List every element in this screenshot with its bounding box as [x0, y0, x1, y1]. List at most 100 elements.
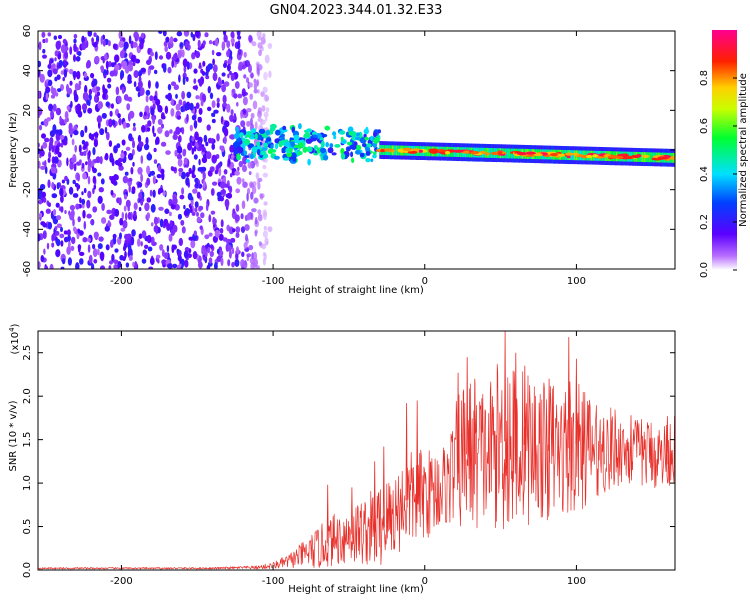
spectrogram-noise-cell — [81, 41, 87, 51]
spectrogram-noise-cell — [97, 101, 103, 110]
spectrogram-noise-cell — [166, 245, 170, 253]
spectrogram-noise-cell — [216, 102, 220, 108]
spectrogram-noise-cell — [145, 136, 149, 145]
spectrogram-noise-cell — [47, 69, 53, 78]
spectrogram-noise-cell — [178, 237, 183, 247]
spectrogram-peak-cell — [669, 156, 675, 160]
spectrogram-noise-cell — [263, 71, 268, 81]
snr-series-line — [38, 363, 675, 570]
spectrogram-noise-cell — [232, 228, 236, 233]
spectrogram-noise-cell — [68, 122, 73, 132]
spectrogram-noise-cell — [42, 230, 47, 240]
spectrogram-noise-cell — [209, 244, 214, 250]
spectrogram-noise-cell — [214, 169, 219, 175]
spectrogram-noise-cell — [158, 105, 163, 113]
spectrogram-noise-cell — [257, 36, 263, 41]
spectrogram-noise-cell — [60, 195, 64, 203]
spectrogram-noise-cell — [100, 35, 104, 45]
spectrogram-band-cell — [650, 152, 653, 163]
spectrogram-x-ticks: -200 -100 0 100 — [110, 31, 586, 287]
spectrogram-noise-cell — [126, 103, 131, 111]
spectrogram-signal-cell — [322, 133, 328, 138]
spectrogram-noise-cell — [69, 46, 73, 55]
spectrogram-noise-cell — [68, 68, 74, 75]
spectrogram-noise-cell — [176, 114, 182, 120]
spectrogram-noise-cell — [54, 92, 59, 97]
spectrogram-noise-cell — [92, 147, 96, 156]
spectrogram-noise-cell — [85, 161, 88, 166]
snr-peak-mark — [373, 461, 376, 533]
spectrogram-noise-cell — [265, 96, 270, 102]
spectrogram-noise-cell — [189, 124, 193, 132]
spectrogram-noise-cell — [253, 79, 257, 87]
snr-x-label: Height of straight line (km) — [288, 584, 424, 595]
spectrogram-noise-cell — [97, 243, 103, 250]
spectrogram-cells — [38, 31, 675, 269]
spectrogram-noise-cell — [181, 226, 186, 234]
spectrogram-signal-cell — [320, 140, 325, 148]
spectrogram-noise-cell — [64, 50, 68, 59]
spectrogram-noise-cell — [240, 226, 246, 234]
spectrogram-noise-cell — [79, 251, 85, 256]
spectrogram-noise-cell — [212, 72, 218, 81]
spectrogram-noise-cell — [56, 238, 61, 247]
spectrogram-noise-cell — [104, 152, 109, 161]
spectrogram-noise-cell — [49, 130, 55, 138]
spectrogram-noise-cell — [216, 133, 220, 142]
spectrogram-noise-cell — [140, 199, 144, 206]
spectrogram-noise-cell — [73, 33, 78, 39]
spectrogram-noise-cell — [195, 51, 201, 59]
spectrogram-noise-cell — [140, 173, 143, 183]
spectrogram-signal-cell — [363, 133, 367, 138]
spectrogram-noise-cell — [155, 254, 161, 259]
spectrogram-noise-cell — [96, 115, 103, 124]
spectrogram-noise-cell — [238, 160, 243, 168]
spectrogram-signal-cell — [333, 135, 337, 140]
spectrogram-noise-cell — [193, 145, 197, 152]
spectrogram-noise-cell — [102, 39, 106, 47]
spectrogram-noise-cell — [204, 250, 208, 258]
spectrogram-peak-cell — [428, 148, 439, 152]
spectrogram-noise-cell — [236, 42, 241, 50]
spectrogram-noise-cell — [102, 93, 107, 100]
snr-peak-mark — [548, 378, 551, 463]
snr-y-tick-label: 2.0 — [22, 388, 33, 404]
spectrogram-y-label: Frequency (Hz) — [8, 112, 19, 188]
snr-peak-mark — [602, 417, 605, 465]
spectrogram-noise-cell — [237, 35, 242, 40]
spectrogram-noise-cell — [216, 52, 222, 57]
spectrogram-noise-cell — [114, 248, 119, 253]
spectrogram-noise-cell — [61, 258, 66, 265]
spectrogram-signal-cell — [246, 131, 252, 136]
spectrogram-noise-cell — [188, 167, 192, 175]
spectrogram-noise-cell — [246, 120, 251, 127]
spectrogram-noise-cell — [250, 191, 254, 200]
spectrogram-peak-cell — [642, 154, 650, 158]
spectrogram-peak-cell — [592, 154, 599, 158]
spectrogram-noise-cell — [209, 250, 214, 257]
spectrogram-noise-cell — [261, 39, 266, 44]
spectrogram-signal-cell — [354, 149, 361, 155]
spectrogram-noise-cell — [159, 244, 164, 251]
spectrogram-noise-cell — [235, 246, 240, 255]
spectrogram-noise-cell — [198, 78, 203, 87]
spectrogram-noise-cell — [172, 263, 178, 269]
spectrogram-noise-cell — [221, 84, 227, 93]
spectrogram-noise-cell — [262, 86, 268, 93]
spectrogram-noise-cell — [158, 187, 164, 193]
spectrogram-signal-cell — [372, 137, 380, 144]
spectrogram-noise-cell — [230, 237, 236, 243]
spectrogram-signal-cell — [373, 151, 377, 156]
spectrogram-noise-cell — [60, 240, 64, 247]
spectrogram-noise-cell — [255, 172, 260, 180]
spectrogram-noise-cell — [146, 165, 151, 175]
spectrogram-noise-cell — [208, 40, 213, 45]
spectrogram-noise-cell — [220, 219, 224, 228]
spectrogram-noise-cell — [251, 41, 257, 47]
spectrogram-noise-cell — [123, 205, 127, 212]
snr-peak-mark — [473, 378, 476, 465]
spectrogram-noise-cell — [54, 226, 58, 231]
spectrogram-noise-cell — [235, 188, 241, 194]
spectrogram-noise-cell — [263, 225, 267, 231]
spectrogram-noise-cell — [92, 42, 98, 48]
